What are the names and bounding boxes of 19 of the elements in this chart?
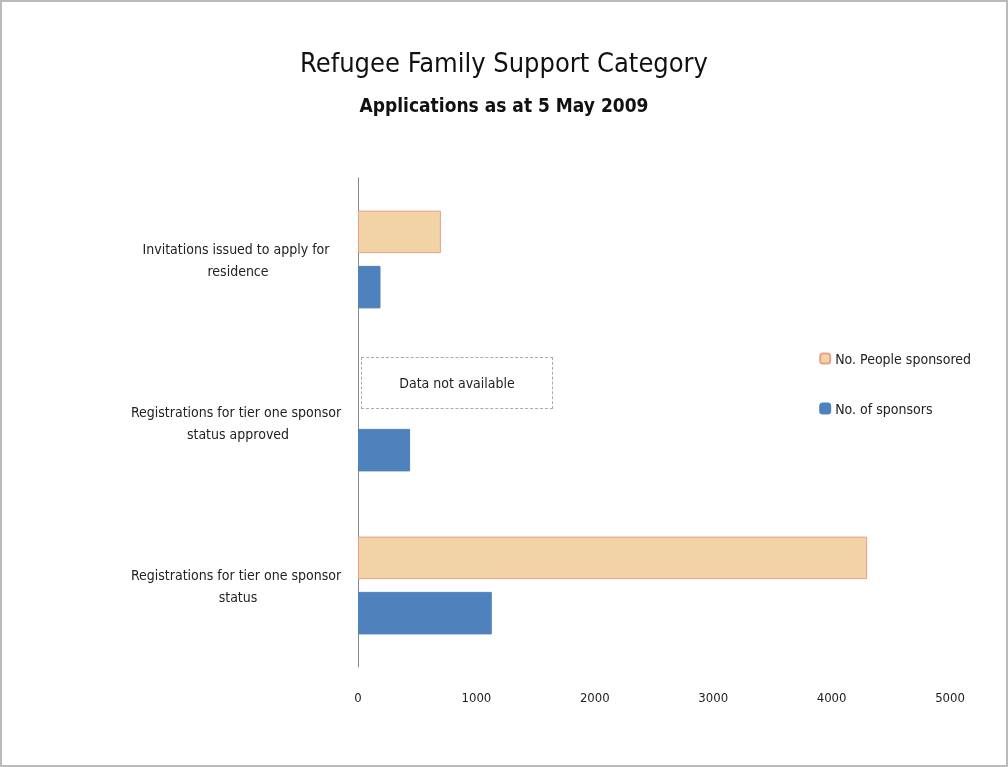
x-tick-label: 4000 xyxy=(816,690,847,705)
annotation: Data not available xyxy=(399,374,516,391)
x-tick-label: 3000 xyxy=(698,690,729,705)
x-tick-label: 2000 xyxy=(579,690,610,705)
bar xyxy=(358,428,411,472)
x-tick-label: 5000 xyxy=(935,690,965,705)
x-tick-label: 0 xyxy=(354,690,362,705)
chart-subtitle: Applications as at 5 May 2009 xyxy=(359,93,649,116)
y-tick-label: Invitations issued to apply for residence xyxy=(142,240,334,279)
bar xyxy=(358,210,441,254)
legend-label: No. of sponsors xyxy=(835,400,933,417)
legend-label: No. People sponsored xyxy=(835,350,971,367)
y-tick-label: Registrations for tier one sponsor status approved xyxy=(130,403,346,442)
bar xyxy=(358,265,381,309)
y-tick-label: Registrations for tier one sponsor status xyxy=(130,566,346,605)
bar xyxy=(358,536,868,580)
x-tick-label: 1000 xyxy=(461,690,492,705)
chart-title: Refugee Family Support Category xyxy=(300,47,708,78)
bar xyxy=(358,591,492,635)
